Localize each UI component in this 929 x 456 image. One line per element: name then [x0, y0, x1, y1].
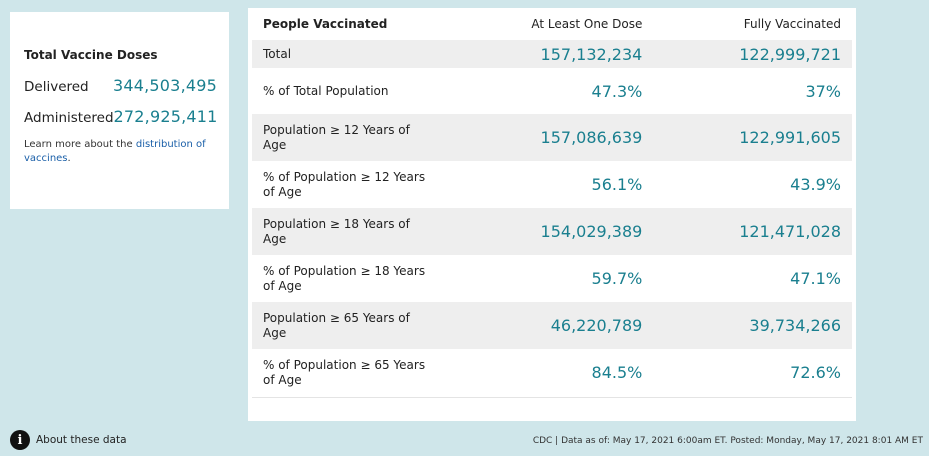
one-dose-value: 46,220,789	[440, 302, 654, 349]
one-dose-value: 47.3%	[591, 81, 643, 101]
row-label: Population ≥ 18 Years of Age	[252, 208, 440, 255]
row-label: Population ≥ 12 Years of Age	[252, 114, 440, 161]
header-fully-vaccinated: Fully Vaccinated	[743, 17, 841, 31]
fully-vaccinated-value: 122,999,721	[653, 40, 852, 68]
people-vaccinated-card: People Vaccinated At Least One Dose Full…	[248, 8, 856, 421]
delivered-label: Delivered	[24, 79, 89, 95]
administered-label: Administered	[24, 110, 114, 126]
learn-more-prefix: Learn more about the	[24, 139, 136, 150]
table-row: % of Population ≥ 18 Years of Age 59.7% …	[252, 255, 852, 302]
fully-vaccinated-value: 43.9%	[790, 175, 841, 194]
row-label: % of Total Population	[263, 83, 389, 98]
about-these-data-label: About these data	[36, 434, 127, 446]
delivered-row: Delivered 344,503,495	[24, 76, 217, 95]
table-row: Population ≥ 65 Years of Age 46,220,789 …	[252, 302, 852, 349]
row-label: % of Population ≥ 18 Years of Age	[263, 263, 426, 293]
table-row: Population ≥ 18 Years of Age 154,029,389…	[252, 208, 852, 255]
people-vaccinated-table: People Vaccinated At Least One Dose Full…	[252, 8, 852, 398]
table-row: % of Population ≥ 65 Years of Age 84.5% …	[252, 349, 852, 398]
about-these-data-button[interactable]: i About these data	[10, 430, 127, 450]
table-row: % of Total Population 47.3% 37%	[252, 68, 852, 114]
total-doses-card: Total Vaccine Doses Delivered 344,503,49…	[10, 12, 229, 209]
table-row: Total 157,132,234 122,999,721	[252, 40, 852, 68]
administered-row: Administered 272,925,411	[24, 107, 217, 126]
one-dose-value: 56.1%	[591, 175, 643, 194]
fully-vaccinated-value: 121,471,028	[653, 208, 852, 255]
row-label: % of Population ≥ 12 Years of Age	[263, 169, 426, 199]
fully-vaccinated-value: 37%	[805, 81, 841, 101]
header-people-vaccinated: People Vaccinated	[263, 17, 388, 31]
learn-more-suffix: .	[67, 153, 71, 164]
one-dose-value: 84.5%	[440, 349, 654, 398]
info-circle-icon: i	[10, 430, 30, 450]
one-dose-value: 154,029,389	[440, 208, 654, 255]
delivered-value: 344,503,495	[113, 76, 217, 95]
header-at-least-one-dose: At Least One Dose	[531, 17, 643, 31]
fully-vaccinated-value: 39,734,266	[653, 302, 852, 349]
table-row: % of Population ≥ 12 Years of Age 56.1% …	[252, 161, 852, 208]
fully-vaccinated-value: 122,991,605	[653, 114, 852, 161]
learn-more-text: Learn more about the distribution of vac…	[24, 138, 217, 166]
one-dose-value: 157,132,234	[440, 40, 654, 68]
distribution-of-vaccines-link[interactable]: distribution of vaccines	[24, 139, 206, 164]
table-header-row: People Vaccinated At Least One Dose Full…	[252, 8, 852, 40]
table-row: Population ≥ 12 Years of Age 157,086,639…	[252, 114, 852, 161]
total-doses-title: Total Vaccine Doses	[24, 48, 158, 62]
data-source-note: CDC | Data as of: May 17, 2021 6:00am ET…	[532, 436, 923, 446]
row-label: % of Population ≥ 65 Years of Age	[252, 349, 440, 398]
row-label: Total	[252, 40, 440, 68]
row-label: Population ≥ 65 Years of Age	[252, 302, 440, 349]
one-dose-value: 59.7%	[591, 269, 643, 288]
fully-vaccinated-value: 72.6%	[653, 349, 852, 398]
administered-value: 272,925,411	[113, 107, 218, 126]
one-dose-value: 157,086,639	[440, 114, 654, 161]
fully-vaccinated-value: 47.1%	[790, 269, 841, 288]
